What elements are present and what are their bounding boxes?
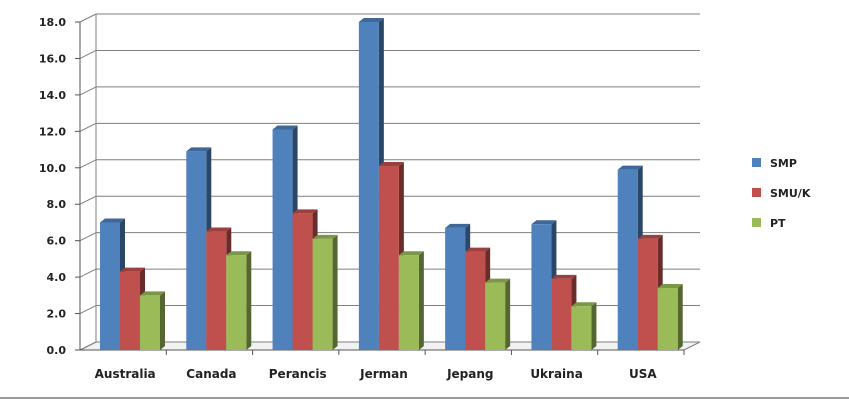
bar bbox=[292, 213, 313, 350]
bottom-border bbox=[0, 397, 849, 399]
bar-top bbox=[571, 302, 597, 307]
bar bbox=[531, 224, 552, 350]
x-tick-label: Perancis bbox=[269, 367, 327, 381]
bar-top bbox=[292, 209, 318, 214]
bar bbox=[100, 222, 120, 350]
bar bbox=[378, 165, 399, 350]
legend-label: PT bbox=[770, 217, 786, 230]
bar-top bbox=[485, 278, 511, 283]
bar-side bbox=[160, 291, 165, 350]
x-tick-label: Australia bbox=[95, 367, 156, 381]
bar bbox=[571, 306, 592, 350]
y-tick-label: 0.0 bbox=[47, 344, 67, 357]
x-tick-label: Jepang bbox=[446, 367, 493, 381]
y-tick-label: 8.0 bbox=[47, 198, 67, 211]
y-tick-label: 4.0 bbox=[47, 271, 67, 284]
bars bbox=[100, 18, 683, 350]
bar-top bbox=[358, 18, 384, 22]
x-tick-label: Jerman bbox=[359, 367, 408, 381]
bar bbox=[445, 227, 466, 350]
bar-top bbox=[312, 234, 338, 239]
bar-side bbox=[591, 302, 597, 350]
bar bbox=[551, 278, 572, 350]
bar bbox=[226, 255, 247, 350]
gridline-depth bbox=[79, 86, 97, 96]
bar-top bbox=[551, 274, 577, 279]
x-tick-label: Ukraina bbox=[530, 367, 583, 381]
bar-top bbox=[120, 267, 145, 272]
gridline-depth bbox=[79, 232, 97, 242]
bar-side bbox=[677, 284, 683, 350]
bar bbox=[617, 169, 638, 350]
bar-side bbox=[505, 278, 511, 350]
bar-top bbox=[186, 147, 212, 152]
gridline-depth bbox=[79, 49, 97, 59]
bar-side bbox=[332, 234, 338, 350]
bar bbox=[186, 151, 207, 350]
bar bbox=[272, 129, 293, 350]
legend-swatch bbox=[752, 158, 761, 167]
x-tick-label: USA bbox=[629, 367, 657, 381]
legend-label: SMU/K bbox=[770, 187, 811, 200]
bar bbox=[637, 238, 658, 350]
y-tick-label: 6.0 bbox=[47, 235, 67, 248]
bar-top bbox=[445, 223, 471, 228]
bar-top bbox=[100, 218, 125, 223]
y-tick-label: 12.0 bbox=[39, 125, 66, 138]
gridline-depth bbox=[79, 13, 97, 23]
y-tick-label: 10.0 bbox=[39, 162, 66, 175]
bar-top bbox=[378, 161, 404, 166]
y-tick-label: 18.0 bbox=[39, 16, 66, 29]
bar bbox=[120, 271, 140, 350]
gridline-depth bbox=[79, 268, 97, 278]
y-tick-label: 16.0 bbox=[39, 52, 66, 65]
bar bbox=[312, 238, 333, 350]
bar-top bbox=[226, 251, 252, 256]
bar bbox=[398, 255, 419, 350]
legend: SMP SMU/K PT bbox=[752, 157, 811, 230]
bar bbox=[358, 22, 379, 350]
gridline-depth bbox=[79, 122, 97, 132]
bar-top bbox=[140, 291, 165, 296]
bar-top bbox=[617, 165, 643, 170]
x-tick-label: Canada bbox=[186, 367, 236, 381]
bar-top bbox=[657, 284, 683, 289]
gridline-depth bbox=[79, 159, 97, 169]
gridline-depth bbox=[79, 195, 97, 205]
bar-side bbox=[246, 251, 252, 350]
y-tick-label: 14.0 bbox=[39, 89, 66, 102]
bar bbox=[206, 231, 227, 350]
bar-top bbox=[637, 234, 663, 239]
tick-labels: 0.0 2.0 4.0 6.0 8.0 10.0 12.0 14.0 16.0 18.0 Austr… bbox=[39, 16, 658, 381]
bar-top bbox=[465, 247, 491, 252]
legend-swatch bbox=[752, 188, 761, 197]
bar-top bbox=[398, 251, 424, 256]
bar-side bbox=[418, 251, 424, 350]
bar-top bbox=[206, 227, 232, 232]
bar bbox=[140, 295, 160, 350]
bar bbox=[485, 282, 506, 350]
y-tick-label: 2.0 bbox=[47, 308, 67, 321]
gridline-depth bbox=[79, 341, 97, 351]
legend-swatch bbox=[752, 218, 761, 227]
bar bbox=[657, 288, 678, 350]
legend-label: SMP bbox=[770, 157, 797, 170]
gridline-depth bbox=[79, 305, 97, 315]
bar bbox=[465, 251, 486, 350]
bar-top bbox=[272, 125, 298, 130]
bar-top bbox=[531, 220, 557, 225]
